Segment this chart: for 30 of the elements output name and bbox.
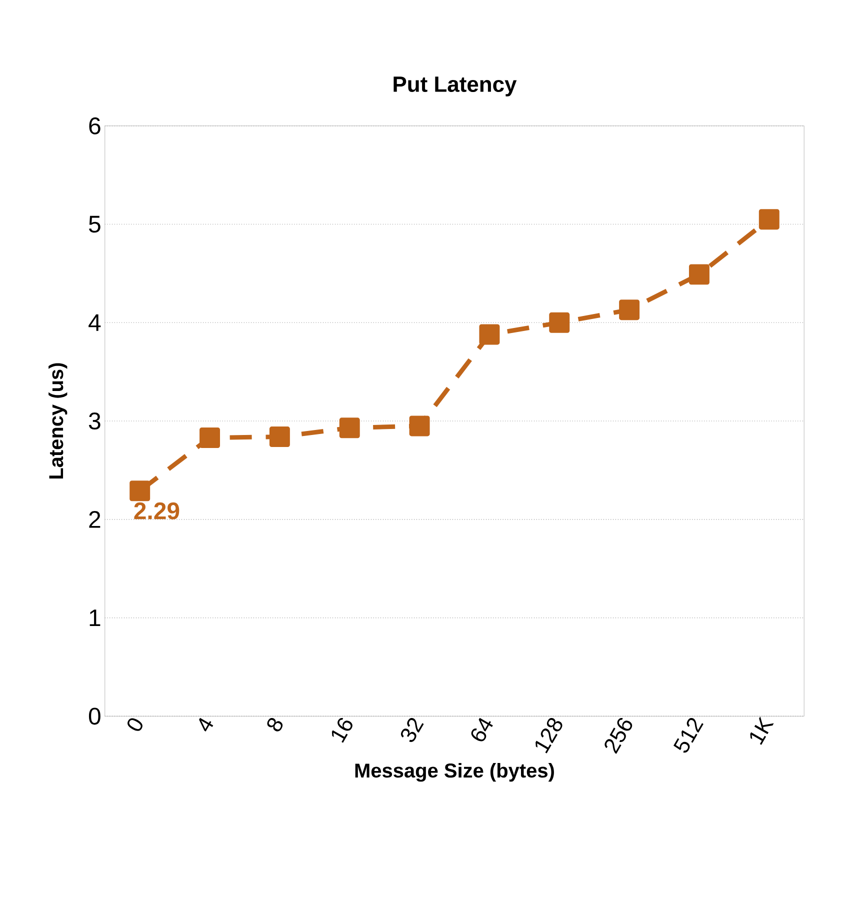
y-tick-label: 2	[89, 511, 100, 528]
x-tick-label: 512	[673, 718, 704, 753]
point	[758, 209, 780, 230]
point	[549, 312, 570, 333]
y-axis-title: Latency (us)	[48, 363, 68, 479]
point	[269, 426, 290, 448]
x-tick-label: 64	[471, 718, 493, 742]
point	[200, 428, 220, 448]
point	[409, 416, 430, 436]
x-tick-label: 4	[199, 718, 214, 732]
x-tick-label: 8	[267, 718, 283, 732]
chart-title: Put Latency	[394, 76, 517, 96]
y-tick-label: 4	[88, 314, 101, 331]
point	[688, 264, 710, 285]
x-tick-label: 1K	[750, 716, 774, 745]
y-tick-label: 6	[89, 117, 100, 134]
x-tick-label: 32	[400, 718, 424, 742]
point	[479, 324, 500, 345]
point	[339, 418, 360, 438]
point	[619, 300, 640, 320]
y-tick-label: 3	[88, 412, 100, 430]
y-tick-label: 1	[90, 610, 100, 626]
x-tick-label: 16	[332, 718, 352, 743]
data-label: 2.29	[134, 502, 180, 520]
point	[130, 480, 150, 502]
y-tick-label: 5	[88, 216, 100, 233]
x-tick-label: 128	[536, 718, 562, 754]
x-axis-title: Message Size (bytes)	[355, 762, 554, 782]
x-tick-label: 256	[604, 718, 632, 754]
x-tick-label: 0	[127, 718, 142, 731]
